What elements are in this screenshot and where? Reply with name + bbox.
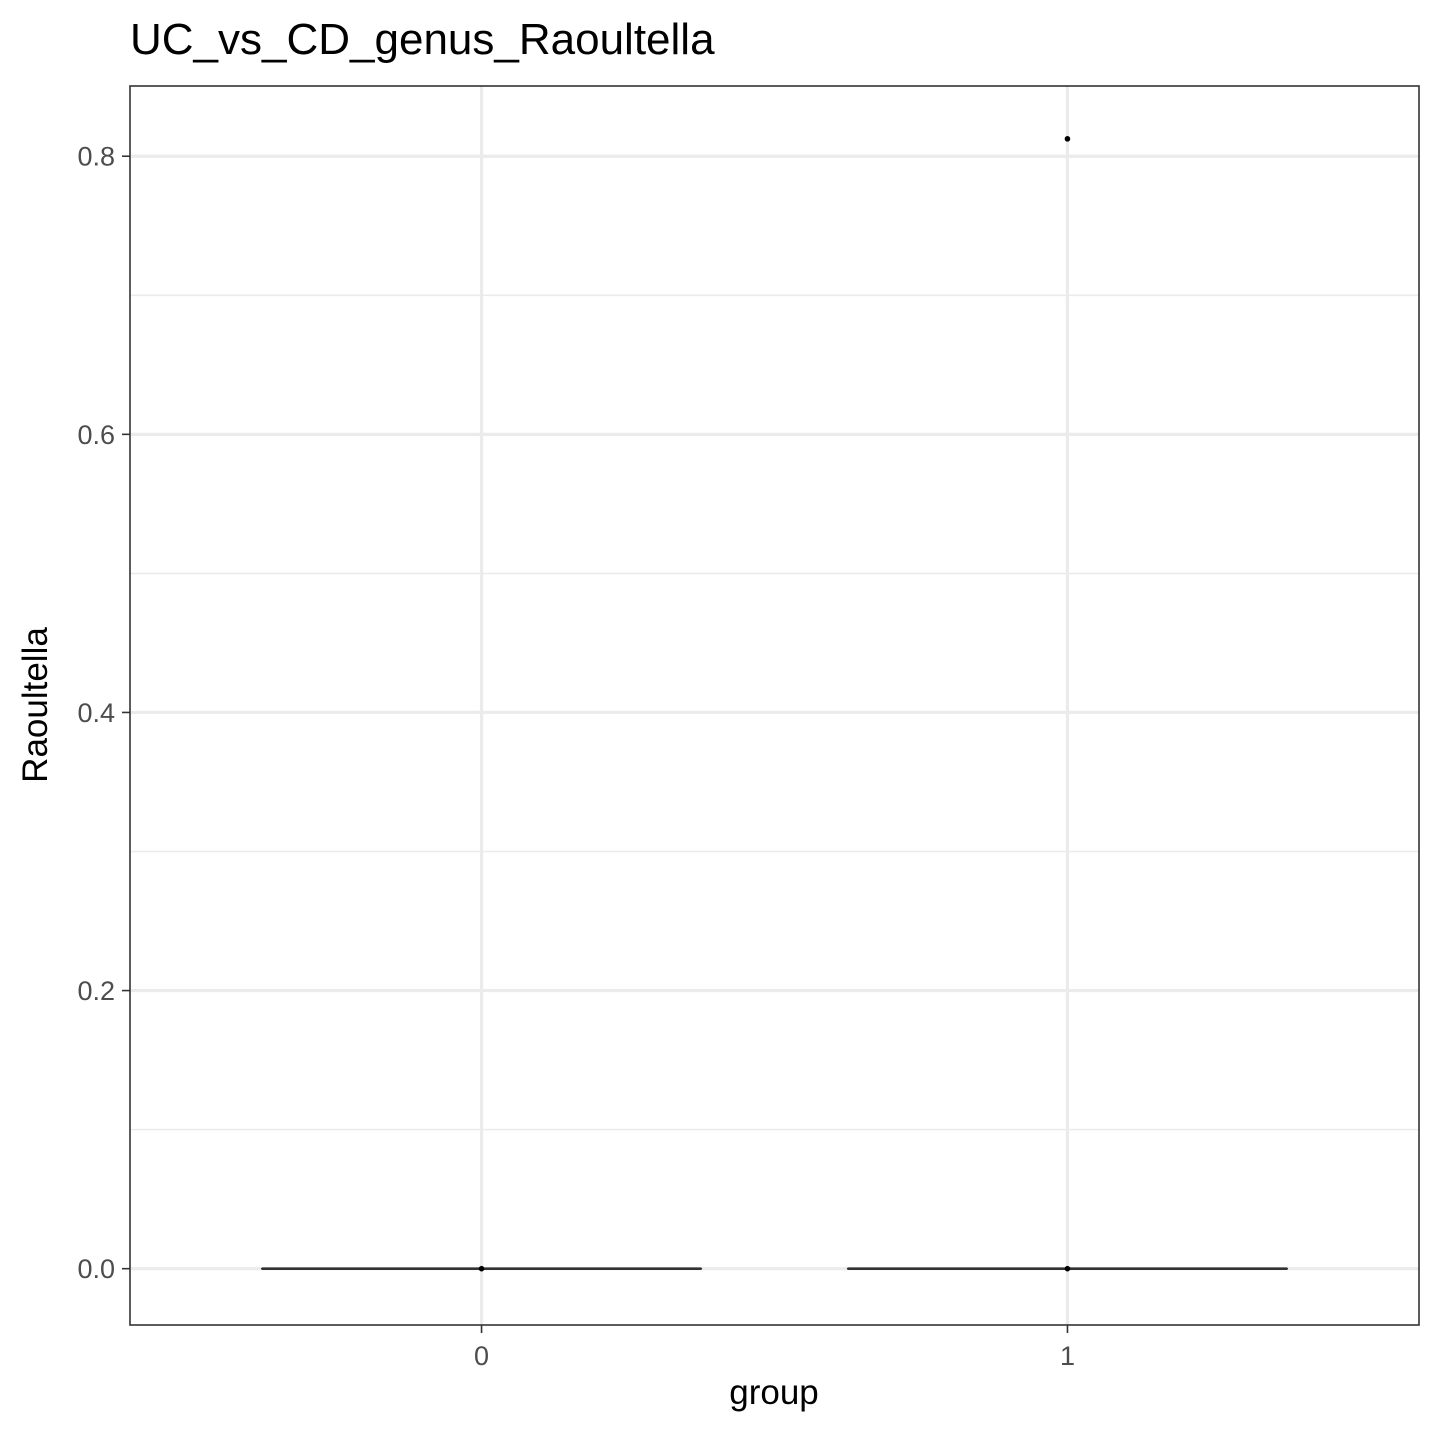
x-tick-label: 0 <box>474 1341 489 1371</box>
x-tick-label: 1 <box>1060 1341 1075 1371</box>
y-tick-label: 0.0 <box>77 1254 115 1284</box>
major-gridlines <box>130 86 1419 1325</box>
y-tick-label: 0.8 <box>77 142 115 172</box>
y-axis: 0.0 0.2 0.4 0.6 0.8 <box>77 142 130 1284</box>
y-axis-title: Raoultella <box>16 627 55 783</box>
panel-border <box>129 85 1420 1326</box>
box-layer <box>261 136 1288 1272</box>
y-tick-label: 0.6 <box>77 420 115 450</box>
box-group-0 <box>261 1265 703 1272</box>
outlier-point <box>1064 1265 1071 1272</box>
x-axis-title: group <box>729 1373 819 1412</box>
y-tick-label: 0.2 <box>77 976 115 1006</box>
outlier-point <box>1064 136 1071 142</box>
chart-title: UC_vs_CD_genus_Raoultella <box>130 15 715 64</box>
box-group-1 <box>846 136 1288 1272</box>
outlier-point <box>478 1265 485 1272</box>
minor-gridlines <box>130 294 1419 1131</box>
y-tick-label: 0.4 <box>77 698 115 728</box>
